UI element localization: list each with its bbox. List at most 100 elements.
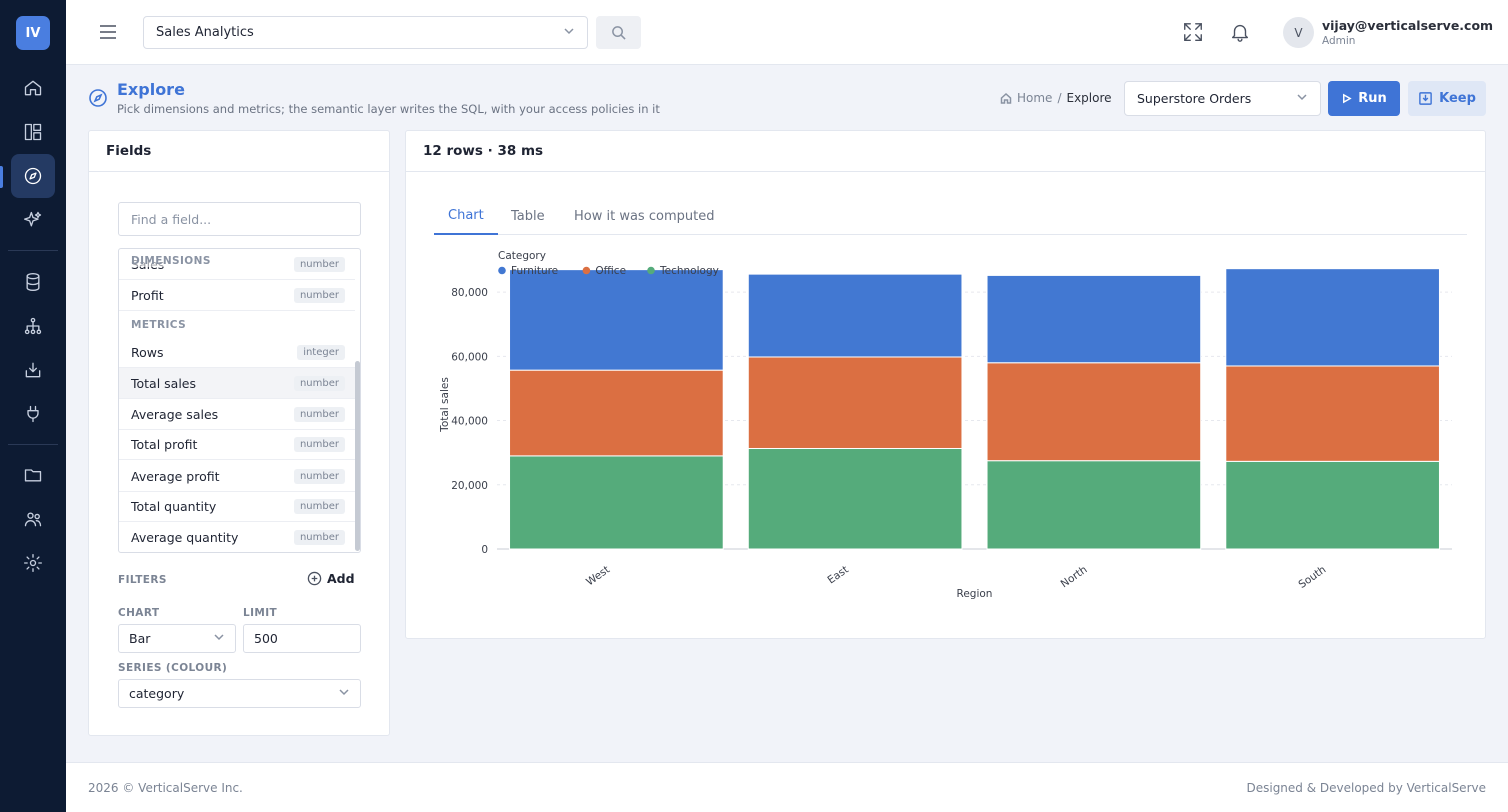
field-item[interactable]: Average profit number: [119, 461, 355, 492]
bar-office: [1225, 365, 1440, 462]
field-item[interactable]: Average sales number: [119, 399, 355, 430]
add-filter-button[interactable]: Add: [307, 571, 355, 586]
inbox-download-icon[interactable]: [11, 348, 55, 392]
settings-icon[interactable]: [11, 541, 55, 585]
metrics-header: METRICS: [131, 319, 187, 331]
fields-title: Fields: [89, 131, 389, 172]
series-select[interactable]: category: [118, 679, 361, 708]
bar-furniture: [986, 274, 1202, 364]
rail-divider: [8, 250, 58, 251]
bar-office: [509, 369, 724, 457]
field-item[interactable]: Total sales number: [119, 368, 355, 399]
hierarchy-icon[interactable]: [11, 304, 55, 348]
tab-chart[interactable]: Chart: [434, 197, 498, 235]
field-type-badge: number: [293, 498, 345, 514]
avatar[interactable]: V: [1283, 17, 1314, 48]
user-name[interactable]: vijay@verticalserve.com: [1322, 18, 1494, 33]
users-icon[interactable]: [11, 497, 55, 541]
field-name: Total quantity: [131, 498, 217, 514]
legend-swatch: [498, 266, 506, 275]
breadcrumb-current: Explore: [1066, 91, 1112, 105]
legend-item: Technology: [659, 265, 719, 277]
field-type-badge: number: [293, 256, 345, 272]
app-selector-value: Sales Analytics: [156, 25, 254, 40]
dataset-select-value: Superstore Orders: [1137, 91, 1252, 106]
chevron-down-icon: [213, 631, 225, 646]
series-label: SERIES (COLOUR): [118, 662, 228, 674]
bar-furniture: [509, 269, 724, 371]
bar-office: [747, 356, 963, 449]
sparkle-icon[interactable]: [11, 198, 55, 242]
field-item[interactable]: Total quantity number: [119, 491, 355, 522]
keep-button[interactable]: Keep: [1408, 81, 1486, 116]
bar-furniture: [747, 273, 963, 358]
chevron-down-icon: [1296, 91, 1308, 106]
dashboard-icon[interactable]: [11, 110, 55, 154]
x-tick-label: West: [584, 564, 612, 589]
results-summary: 12 rows · 38 ms: [406, 131, 1485, 172]
legend-item: Office: [595, 265, 626, 277]
field-item[interactable]: Rows integer: [119, 337, 355, 368]
search-button[interactable]: [596, 16, 641, 49]
breadcrumb-home[interactable]: Home: [1017, 91, 1053, 105]
chart-type-select[interactable]: Bar: [118, 624, 236, 653]
nav-rail: IV: [0, 0, 66, 812]
field-type-badge: number: [293, 436, 345, 452]
field-item[interactable]: Profit number: [119, 280, 355, 311]
plus-circle-icon: [307, 571, 322, 586]
home-icon[interactable]: [11, 66, 55, 110]
legend-item: Furniture: [511, 265, 558, 277]
bell-icon[interactable]: [1228, 20, 1252, 44]
run-button-label: Run: [1358, 91, 1387, 106]
x-tick-label: North: [1059, 564, 1090, 591]
field-type-badge: number: [293, 468, 345, 484]
fullscreen-icon[interactable]: [1181, 20, 1205, 44]
bar-office: [986, 362, 1202, 462]
chevron-down-icon: [338, 686, 350, 701]
compass-icon[interactable]: [11, 154, 55, 198]
field-name: Average sales: [131, 406, 219, 422]
field-list[interactable]: Sales number DIMENSIONS Profit number ME…: [118, 248, 361, 553]
field-item[interactable]: Average quantity number: [119, 522, 355, 552]
run-button[interactable]: Run: [1328, 81, 1400, 116]
dataset-select[interactable]: Superstore Orders: [1124, 81, 1321, 116]
field-name: Total sales: [131, 375, 197, 391]
field-type-badge: number: [293, 529, 345, 545]
app-selector[interactable]: Sales Analytics: [143, 16, 588, 49]
menu-icon[interactable]: [98, 22, 118, 42]
x-axis-title: Region: [957, 588, 993, 600]
app-logo[interactable]: IV: [16, 16, 50, 50]
y-tick-label: 80,000: [451, 287, 488, 299]
compass-icon: [88, 88, 108, 108]
tab-how-computed[interactable]: How it was computed: [574, 208, 715, 224]
y-tick-label: 40,000: [451, 416, 488, 428]
field-search-input[interactable]: [118, 202, 361, 236]
filters-label: FILTERS: [118, 574, 167, 586]
rail-divider: [8, 444, 58, 445]
field-name: Average profit: [131, 468, 220, 484]
y-tick-label: 0: [481, 544, 488, 556]
page-title: Explore: [117, 80, 185, 99]
footer: 2026 © VerticalServe Inc. Designed & Dev…: [66, 762, 1508, 812]
field-type-badge: number: [293, 406, 345, 422]
footer-credit: Designed & Developed by VerticalServe: [1246, 781, 1486, 795]
series-value: category: [129, 686, 185, 701]
limit-input[interactable]: 500: [243, 624, 361, 653]
field-list-scrollbar[interactable]: [355, 361, 360, 551]
footer-copyright: 2026 © VerticalServe Inc.: [88, 781, 243, 795]
field-name: Total profit: [131, 436, 198, 452]
folder-icon[interactable]: [11, 453, 55, 497]
field-item[interactable]: Total profit number: [119, 429, 355, 460]
limit-label: LIMIT: [243, 607, 278, 619]
results-tabs: Chart Table How it was computed: [434, 197, 1467, 235]
field-name: Rows: [131, 344, 164, 360]
plug-icon[interactable]: [11, 392, 55, 436]
tab-table[interactable]: Table: [511, 208, 545, 224]
database-icon[interactable]: [11, 260, 55, 304]
page-subtitle: Pick dimensions and metrics; the semanti…: [117, 102, 660, 116]
bar-technology: [1225, 460, 1440, 550]
active-indicator: [0, 166, 3, 188]
legend-title: Category: [498, 250, 546, 262]
y-tick-label: 60,000: [451, 351, 488, 363]
play-icon: [1343, 93, 1352, 104]
